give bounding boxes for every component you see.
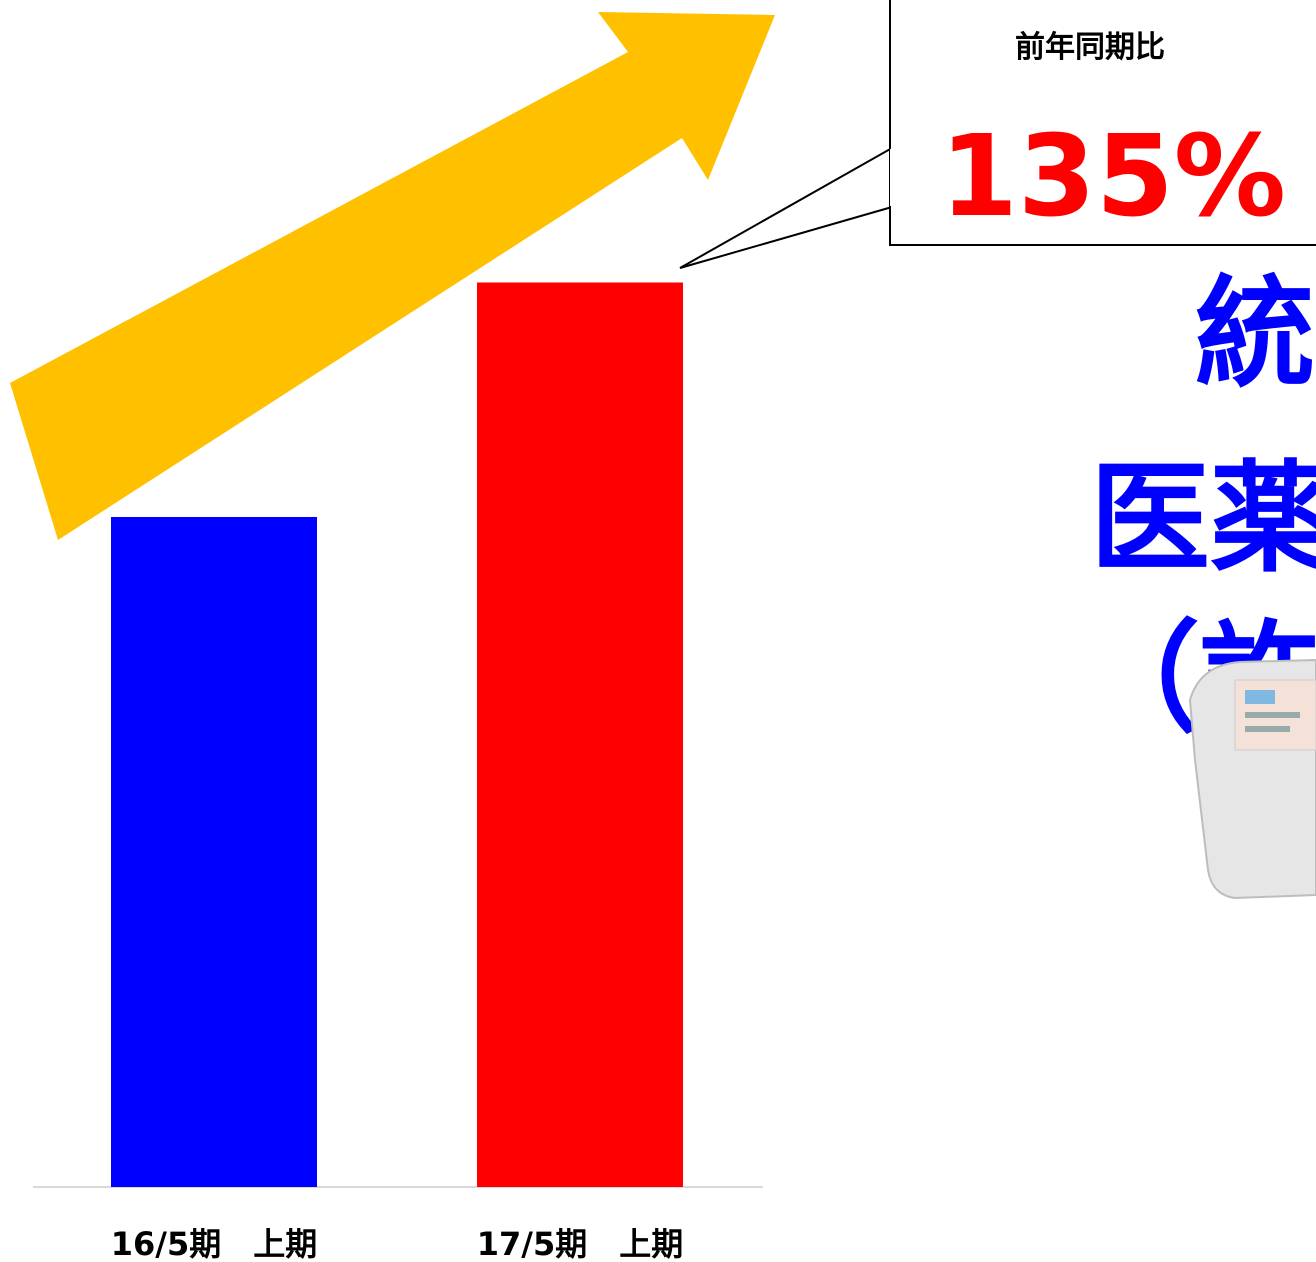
callout-title: 前年同期比 (1015, 30, 1165, 65)
growth-arrow (10, 12, 775, 540)
side-text: 医薬 (1090, 450, 1316, 589)
x-tick-label: 17/5期 上期 (477, 1225, 684, 1262)
product-image (1188, 658, 1316, 900)
bar (111, 517, 317, 1187)
x-tick-label: 16/5期 上期 (111, 1225, 318, 1262)
callout-box (889, 0, 1316, 246)
side-text: 統 (1195, 265, 1315, 404)
callout-value: 135% (940, 112, 1286, 242)
bar (477, 282, 683, 1187)
